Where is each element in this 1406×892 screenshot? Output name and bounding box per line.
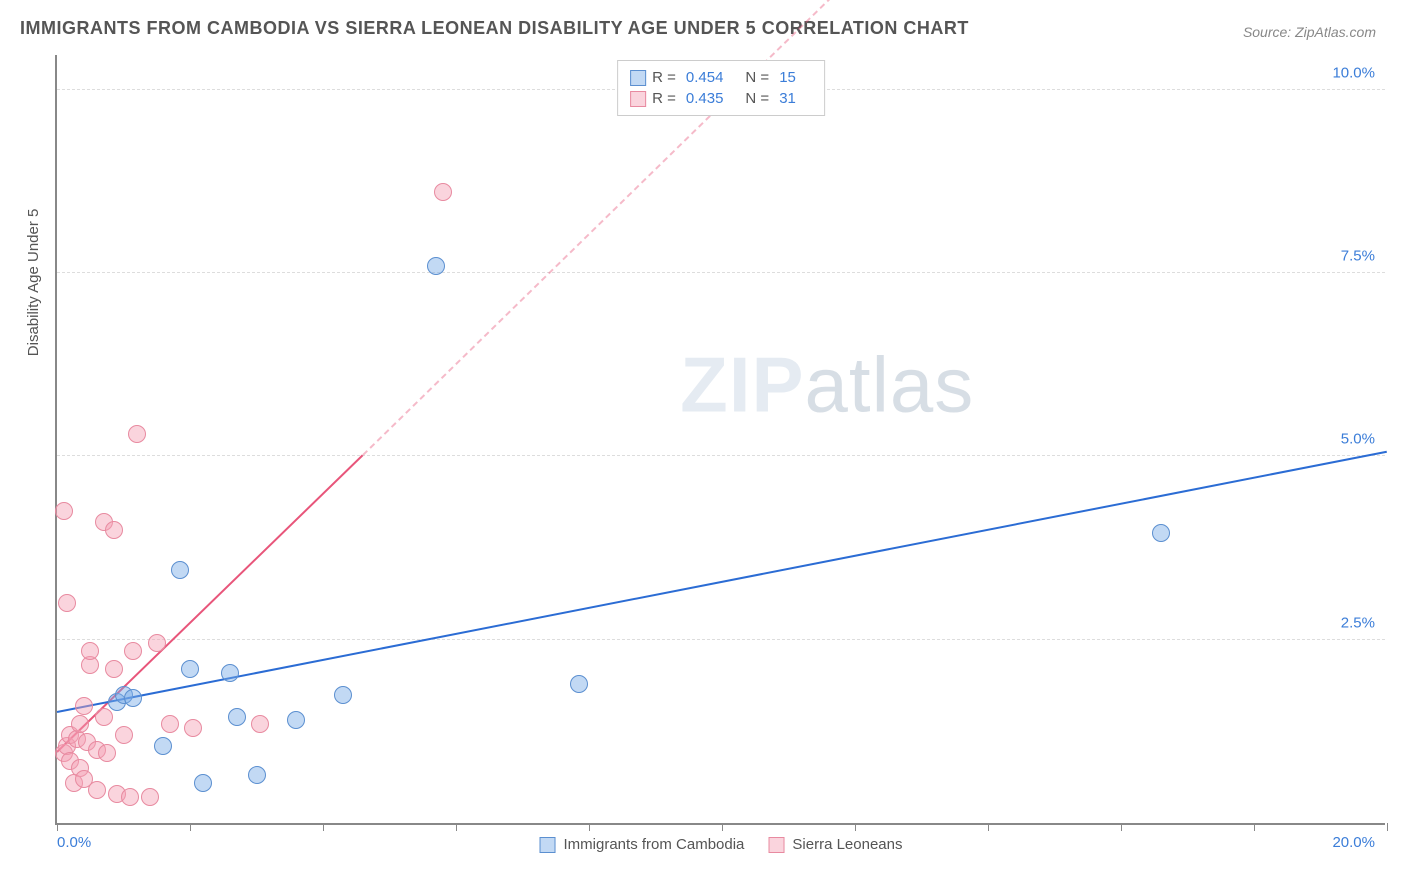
r-label: R = [652,69,676,86]
y-tick-label: 2.5% [1341,614,1375,631]
legend-row-series-b: R = 0.435 N = 31 [630,88,812,109]
x-tick [323,823,324,831]
x-tick [190,823,191,831]
source-attribution: Source: ZipAtlas.com [1243,24,1376,40]
y-axis-title: Disability Age Under 5 [25,209,42,357]
r-label: R = [652,90,676,107]
legend-item-series-a: Immigrants from Cambodia [540,836,745,853]
data-point [105,660,123,678]
x-tick [456,823,457,831]
gridline [57,639,1385,640]
data-point [128,425,146,443]
x-tick [855,823,856,831]
data-point [124,642,142,660]
data-point [194,774,212,792]
y-tick-label: 7.5% [1341,248,1375,265]
data-point [251,715,269,733]
x-tick [57,823,58,831]
r-value: 0.454 [686,69,724,86]
chart-plot-area: 2.5%5.0%7.5%10.0% ZIPatlas R = 0.454 N =… [55,55,1385,825]
data-point [55,502,73,520]
y-tick-label: 10.0% [1332,64,1375,81]
data-point [58,594,76,612]
x-tick [1387,823,1388,831]
data-point [221,664,239,682]
data-point [184,719,202,737]
data-point [88,781,106,799]
data-point [121,788,139,806]
gridline [57,272,1385,273]
n-value: 15 [779,69,796,86]
data-point [1152,524,1170,542]
data-point [228,708,246,726]
data-point [141,788,159,806]
y-tick-label: 5.0% [1341,431,1375,448]
swatch-icon [630,70,646,86]
r-value: 0.435 [686,90,724,107]
data-point [81,642,99,660]
data-point [161,715,179,733]
data-point [71,715,89,733]
x-tick [988,823,989,831]
data-point [105,521,123,539]
data-point [334,686,352,704]
legend-row-series-a: R = 0.454 N = 15 [630,67,812,88]
n-value: 31 [779,90,796,107]
gridline [57,455,1385,456]
x-axis-min-label: 0.0% [57,834,91,851]
series-name: Immigrants from Cambodia [564,836,745,853]
data-point [427,257,445,275]
data-point [171,561,189,579]
data-point [248,766,266,784]
x-tick [589,823,590,831]
data-point [115,726,133,744]
data-point [124,689,142,707]
swatch-icon [540,837,556,853]
data-point [75,697,93,715]
legend-item-series-b: Sierra Leoneans [768,836,902,853]
trend-line [57,451,1387,713]
data-point [181,660,199,678]
data-point [434,183,452,201]
x-axis-max-label: 20.0% [1332,834,1375,851]
n-label: N = [745,69,769,86]
n-label: N = [745,90,769,107]
series-name: Sierra Leoneans [792,836,902,853]
series-legend: Immigrants from Cambodia Sierra Leoneans [540,836,903,853]
x-tick [1254,823,1255,831]
swatch-icon [768,837,784,853]
x-tick [1121,823,1122,831]
x-tick [722,823,723,831]
data-point [287,711,305,729]
data-point [570,675,588,693]
chart-title: IMMIGRANTS FROM CAMBODIA VS SIERRA LEONE… [20,18,969,39]
data-point [148,634,166,652]
data-point [95,708,113,726]
correlation-legend: R = 0.454 N = 15 R = 0.435 N = 31 [617,60,825,116]
data-point [154,737,172,755]
data-point [98,744,116,762]
swatch-icon [630,91,646,107]
